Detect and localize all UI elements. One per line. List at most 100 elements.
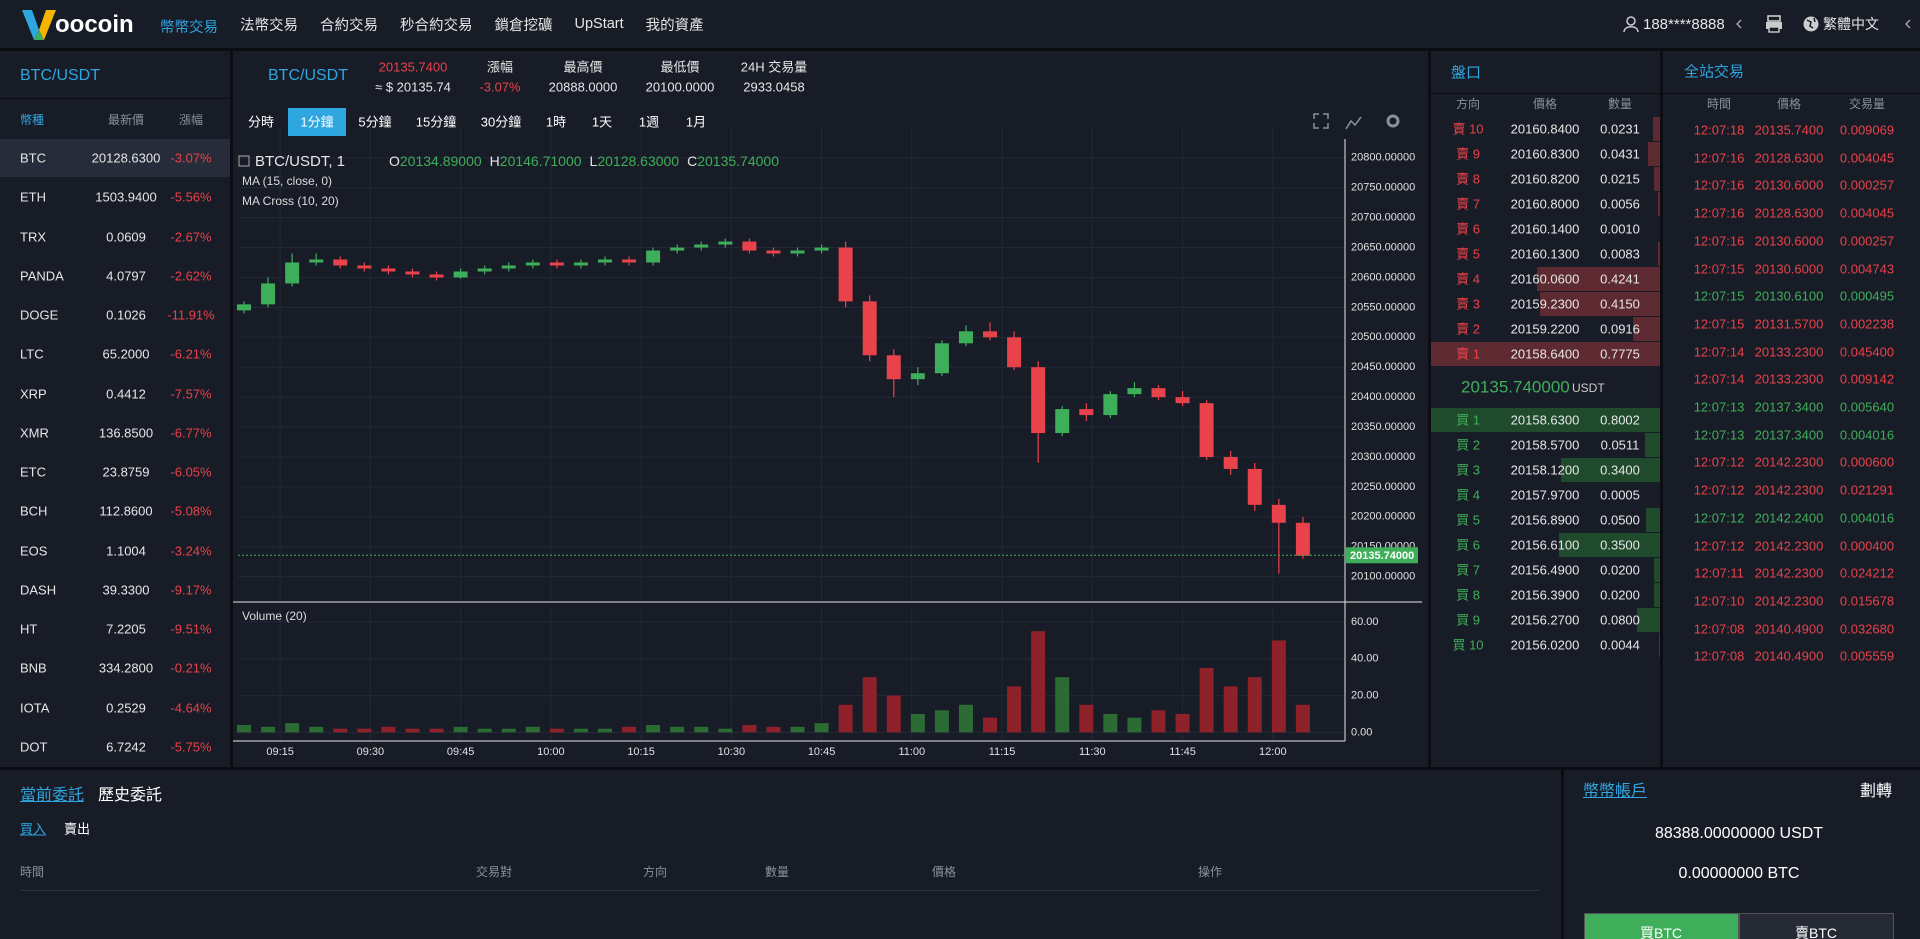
last-unit: USDT (1572, 381, 1605, 395)
user-icon (1623, 16, 1639, 33)
trade-cell: 12:07:15 (1693, 261, 1745, 276)
order-subtab[interactable]: 賣出 (64, 821, 91, 837)
interval-button[interactable]: 1天 (591, 114, 613, 130)
volume-bar (694, 726, 709, 733)
book-cell: 20156.4900 (1510, 562, 1580, 578)
trade-cell: 12:07:14 (1693, 344, 1745, 360)
market-cell[interactable]: DOGE (20, 307, 59, 323)
ohlc-key: C (687, 153, 697, 169)
column-header: 操作 (1198, 865, 1223, 879)
trade-cell: 0.004743 (1839, 261, 1895, 276)
market-cell[interactable]: BTC (20, 150, 46, 166)
ticker-label: 最低價 (660, 59, 700, 75)
market-cell[interactable]: ETC (20, 464, 46, 480)
balance: 88388.00000000 USDT (1654, 825, 1824, 842)
button-bg[interactable] (1739, 913, 1894, 939)
account-title[interactable]: 幣幣帳戶 (1583, 783, 1648, 800)
transfer-link[interactable]: 劃轉 (1859, 783, 1892, 800)
y-tick-label: 20750.00000 (1351, 182, 1415, 194)
trade-cell: 0.045400 (1839, 344, 1895, 360)
interval-button[interactable]: 1時 (545, 114, 567, 130)
trade-cell: 20140.4900 (1754, 648, 1824, 664)
candle-body (646, 250, 661, 263)
order-tab[interactable]: 歷史委託 (98, 787, 163, 804)
interval-button[interactable]: 1分鐘 (300, 114, 334, 130)
column-header: 數量 (1607, 97, 1633, 111)
button-bg[interactable] (1584, 913, 1739, 939)
interval-button[interactable]: 1週 (638, 114, 660, 130)
candle-body (1103, 394, 1118, 416)
market-cell[interactable]: DASH (20, 582, 57, 598)
nav-item[interactable]: UpStart (574, 16, 624, 32)
market-cell: -9.17% (170, 582, 212, 598)
trade-button[interactable]: 賣BTC (1795, 925, 1837, 939)
trade-button[interactable]: 買BTC (1640, 925, 1682, 939)
chart-tools[interactable] (1311, 111, 1411, 135)
depth-bar (1431, 342, 1660, 366)
user-name[interactable]: 188****8888 (1643, 16, 1725, 33)
book-cell: 買 10 (1452, 637, 1484, 653)
market-cell[interactable]: DOT (20, 739, 48, 755)
ticker-fiat: ≈ $ 20135.74 (375, 79, 451, 95)
trade-cell: 12:07:08 (1693, 648, 1745, 664)
trade-cell: 0.021291 (1839, 482, 1895, 498)
market-cell[interactable]: PANDA (20, 268, 64, 284)
x-tick-label: 10:15 (627, 746, 655, 758)
language[interactable]: 繁體中文 (1823, 16, 1879, 32)
market-cell[interactable]: ETH (20, 189, 46, 205)
nav-item[interactable]: 我的資產 (645, 17, 704, 34)
trade-cell: 20142.2300 (1754, 538, 1824, 553)
candle-body (309, 259, 324, 263)
market-cell: 0.0609 (106, 229, 146, 244)
market-cell[interactable]: TRX (20, 229, 46, 244)
market-cell[interactable]: BCH (20, 503, 48, 519)
market-cell[interactable]: IOTA (20, 700, 50, 715)
nav-item[interactable]: 秒合約交易 (400, 17, 473, 34)
download-icon[interactable] (1764, 14, 1784, 34)
volume-bar (237, 724, 252, 733)
y-tick-label: 20100.00000 (1351, 571, 1415, 583)
market-cell[interactable]: BNB (20, 660, 47, 676)
market-cell[interactable]: XRP (20, 386, 47, 401)
nav-item[interactable]: 法幣交易 (240, 17, 298, 34)
interval-button[interactable]: 5分鐘 (358, 114, 392, 130)
nav-item[interactable]: 幣幣交易 (160, 1, 218, 48)
interval-button[interactable]: 30分鐘 (480, 114, 522, 130)
nav-item[interactable]: 合約交易 (320, 17, 378, 34)
book-cell: 買 3 (1456, 462, 1480, 478)
x-tick-label: 10:00 (537, 746, 565, 758)
market-cell[interactable]: HT (20, 621, 38, 637)
trade-cell: 12:07:16 (1693, 150, 1745, 166)
order-subtab[interactable]: 買入 (20, 821, 47, 837)
market-cell[interactable]: EOS (20, 543, 48, 558)
trade-cell: 20131.5700 (1754, 316, 1824, 332)
trade-cell: 20137.3400 (1754, 427, 1824, 443)
interval-active (288, 108, 346, 136)
ohlc-value: 20128.63000 (597, 153, 679, 169)
order-tab[interactable]: 當前委託 (20, 787, 85, 804)
current-price-label: 20135.74000 (1350, 550, 1414, 562)
trade-cell: 0.004045 (1839, 205, 1895, 221)
volume-bar (1007, 686, 1022, 733)
chart-panel: 20100.00000 20150.00000 20200.00000 20250.0… (233, 51, 1428, 767)
market-cell: -4.64% (170, 700, 212, 715)
book-cell: 買 4 (1456, 487, 1480, 503)
interval-button[interactable]: 15分鐘 (415, 114, 457, 130)
depth-bar (1645, 508, 1660, 532)
market-cell: -2.62% (170, 268, 212, 284)
candle-body (429, 274, 444, 278)
depth-bar (1653, 167, 1660, 191)
market-cell[interactable]: LTC (20, 346, 44, 362)
nav-items: 幣幣交易 法幣交易 合約交易 秒合約交易 鎖倉挖礦 UpStart 我的資產 (160, 0, 704, 48)
volume-bar (670, 726, 685, 733)
market-cell[interactable]: XMR (20, 425, 49, 441)
interval-button[interactable]: 分時 (247, 114, 275, 130)
market-cell: 7.2205 (106, 621, 146, 637)
interval-button[interactable]: 1月 (685, 114, 707, 130)
nav-item[interactable]: 鎖倉挖礦 (494, 17, 553, 34)
candle-body (1055, 409, 1070, 434)
y-tick-label: 20200.00000 (1351, 511, 1415, 523)
indicator-label: MA (15, close, 0) (242, 174, 332, 188)
x-tick-label: 09:15 (266, 746, 294, 758)
